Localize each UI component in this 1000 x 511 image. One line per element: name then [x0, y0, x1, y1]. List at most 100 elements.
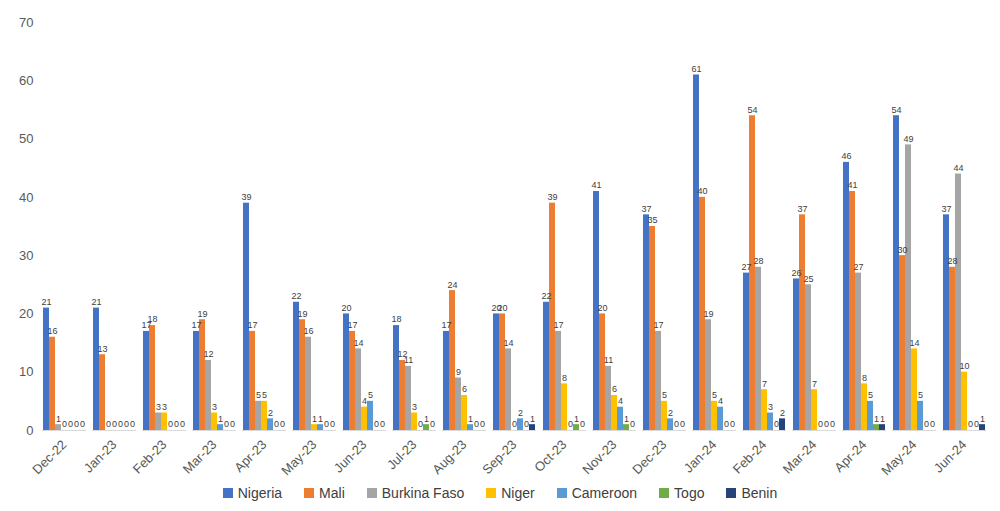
svg-text:20: 20	[341, 303, 351, 313]
svg-text:1: 1	[468, 414, 473, 424]
svg-text:2: 2	[668, 408, 673, 418]
svg-text:0: 0	[168, 419, 173, 429]
svg-text:0: 0	[106, 419, 111, 429]
svg-text:60: 60	[19, 73, 33, 88]
svg-text:3: 3	[768, 402, 773, 412]
svg-text:11: 11	[604, 355, 613, 365]
svg-text:26: 26	[791, 268, 801, 278]
svg-text:0: 0	[26, 423, 33, 438]
svg-text:Jun-23: Jun-23	[331, 437, 370, 476]
svg-text:Mar-23: Mar-23	[180, 437, 220, 477]
svg-text:0: 0	[380, 419, 385, 429]
svg-text:10: 10	[959, 361, 969, 371]
svg-text:25: 25	[803, 274, 813, 284]
svg-text:3: 3	[156, 402, 161, 412]
svg-text:0: 0	[324, 419, 329, 429]
svg-text:0: 0	[130, 419, 135, 429]
svg-text:0: 0	[680, 419, 685, 429]
svg-text:0: 0	[230, 419, 235, 429]
svg-text:0: 0	[118, 419, 123, 429]
svg-text:0: 0	[818, 419, 823, 429]
svg-text:22: 22	[291, 291, 301, 301]
svg-text:May-23: May-23	[278, 437, 319, 478]
svg-text:16: 16	[303, 326, 313, 336]
svg-text:4: 4	[718, 396, 723, 406]
svg-text:19: 19	[197, 309, 207, 319]
svg-text:61: 61	[691, 64, 701, 74]
svg-text:1: 1	[880, 414, 885, 424]
svg-text:44: 44	[953, 163, 963, 173]
svg-text:37: 37	[641, 204, 651, 214]
svg-text:0: 0	[724, 419, 729, 429]
svg-text:0: 0	[480, 419, 485, 429]
svg-text:0: 0	[280, 419, 285, 429]
svg-text:17: 17	[247, 320, 257, 330]
svg-text:0: 0	[630, 419, 635, 429]
svg-text:5: 5	[368, 390, 373, 400]
svg-text:41: 41	[591, 180, 601, 190]
svg-text:17: 17	[441, 320, 451, 330]
svg-text:17: 17	[653, 320, 663, 330]
svg-text:20: 20	[497, 303, 507, 313]
svg-text:2: 2	[780, 408, 785, 418]
svg-text:5: 5	[662, 390, 667, 400]
svg-text:Sep-23: Sep-23	[479, 437, 519, 477]
svg-text:1: 1	[424, 414, 429, 424]
svg-text:8: 8	[862, 373, 867, 383]
svg-text:Mar-24: Mar-24	[780, 437, 820, 477]
svg-text:0: 0	[74, 419, 79, 429]
svg-text:17: 17	[347, 320, 357, 330]
svg-text:5: 5	[712, 390, 717, 400]
svg-text:19: 19	[297, 309, 307, 319]
svg-text:17: 17	[553, 320, 563, 330]
svg-text:37: 37	[797, 204, 807, 214]
svg-text:5: 5	[918, 390, 923, 400]
svg-text:18: 18	[391, 314, 401, 324]
svg-text:Jan-24: Jan-24	[681, 437, 720, 476]
svg-text:1: 1	[218, 414, 223, 424]
svg-text:18: 18	[147, 314, 157, 324]
svg-text:46: 46	[841, 151, 851, 161]
svg-text:11: 11	[404, 355, 413, 365]
svg-text:6: 6	[612, 384, 617, 394]
svg-text:9: 9	[456, 367, 461, 377]
svg-text:0: 0	[580, 419, 585, 429]
svg-text:5: 5	[868, 390, 873, 400]
svg-text:50: 50	[19, 131, 33, 146]
svg-text:0: 0	[418, 419, 423, 429]
svg-text:1: 1	[530, 414, 535, 424]
svg-text:39: 39	[241, 192, 251, 202]
svg-text:24: 24	[447, 279, 457, 289]
svg-text:1: 1	[574, 414, 579, 424]
svg-text:0: 0	[180, 419, 185, 429]
svg-text:0: 0	[124, 419, 129, 429]
svg-text:37: 37	[941, 204, 951, 214]
svg-text:0: 0	[68, 419, 73, 429]
svg-text:1: 1	[318, 414, 323, 424]
svg-text:Dec-22: Dec-22	[29, 437, 69, 477]
svg-text:17: 17	[191, 320, 201, 330]
svg-text:7: 7	[812, 379, 817, 389]
svg-text:21: 21	[41, 297, 51, 307]
svg-text:14: 14	[909, 338, 919, 348]
svg-text:40: 40	[697, 186, 707, 196]
svg-text:0: 0	[330, 419, 335, 429]
svg-text:4: 4	[618, 396, 623, 406]
svg-text:Oct-23: Oct-23	[531, 437, 569, 475]
svg-text:35: 35	[647, 215, 657, 225]
svg-text:20: 20	[19, 306, 33, 321]
svg-text:Jan-23: Jan-23	[81, 437, 120, 476]
svg-text:30: 30	[897, 245, 907, 255]
svg-text:0: 0	[968, 419, 973, 429]
svg-text:6: 6	[462, 384, 467, 394]
svg-text:0: 0	[224, 419, 229, 429]
svg-text:49: 49	[903, 134, 913, 144]
svg-text:Feb-23: Feb-23	[130, 437, 170, 477]
svg-text:30: 30	[19, 248, 33, 263]
svg-text:28: 28	[753, 256, 763, 266]
svg-text:0: 0	[80, 419, 85, 429]
svg-text:7: 7	[762, 379, 767, 389]
svg-text:0: 0	[774, 419, 779, 429]
svg-text:0: 0	[924, 419, 929, 429]
svg-text:2: 2	[268, 408, 273, 418]
